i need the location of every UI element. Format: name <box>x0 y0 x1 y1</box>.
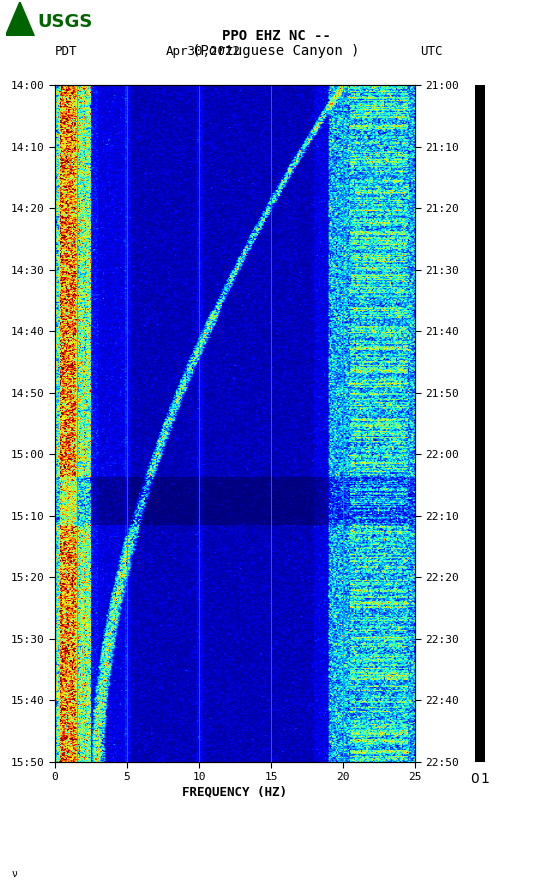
Text: Apr30,2022: Apr30,2022 <box>166 46 241 58</box>
Text: USGS: USGS <box>38 13 93 31</box>
X-axis label: FREQUENCY (HZ): FREQUENCY (HZ) <box>183 785 288 798</box>
Text: PDT: PDT <box>55 46 77 58</box>
Polygon shape <box>6 2 34 36</box>
Text: UTC: UTC <box>421 46 443 58</box>
Text: ν: ν <box>11 869 17 879</box>
Text: PPO EHZ NC --: PPO EHZ NC -- <box>221 29 331 43</box>
Text: (Portuguese Canyon ): (Portuguese Canyon ) <box>192 45 360 58</box>
